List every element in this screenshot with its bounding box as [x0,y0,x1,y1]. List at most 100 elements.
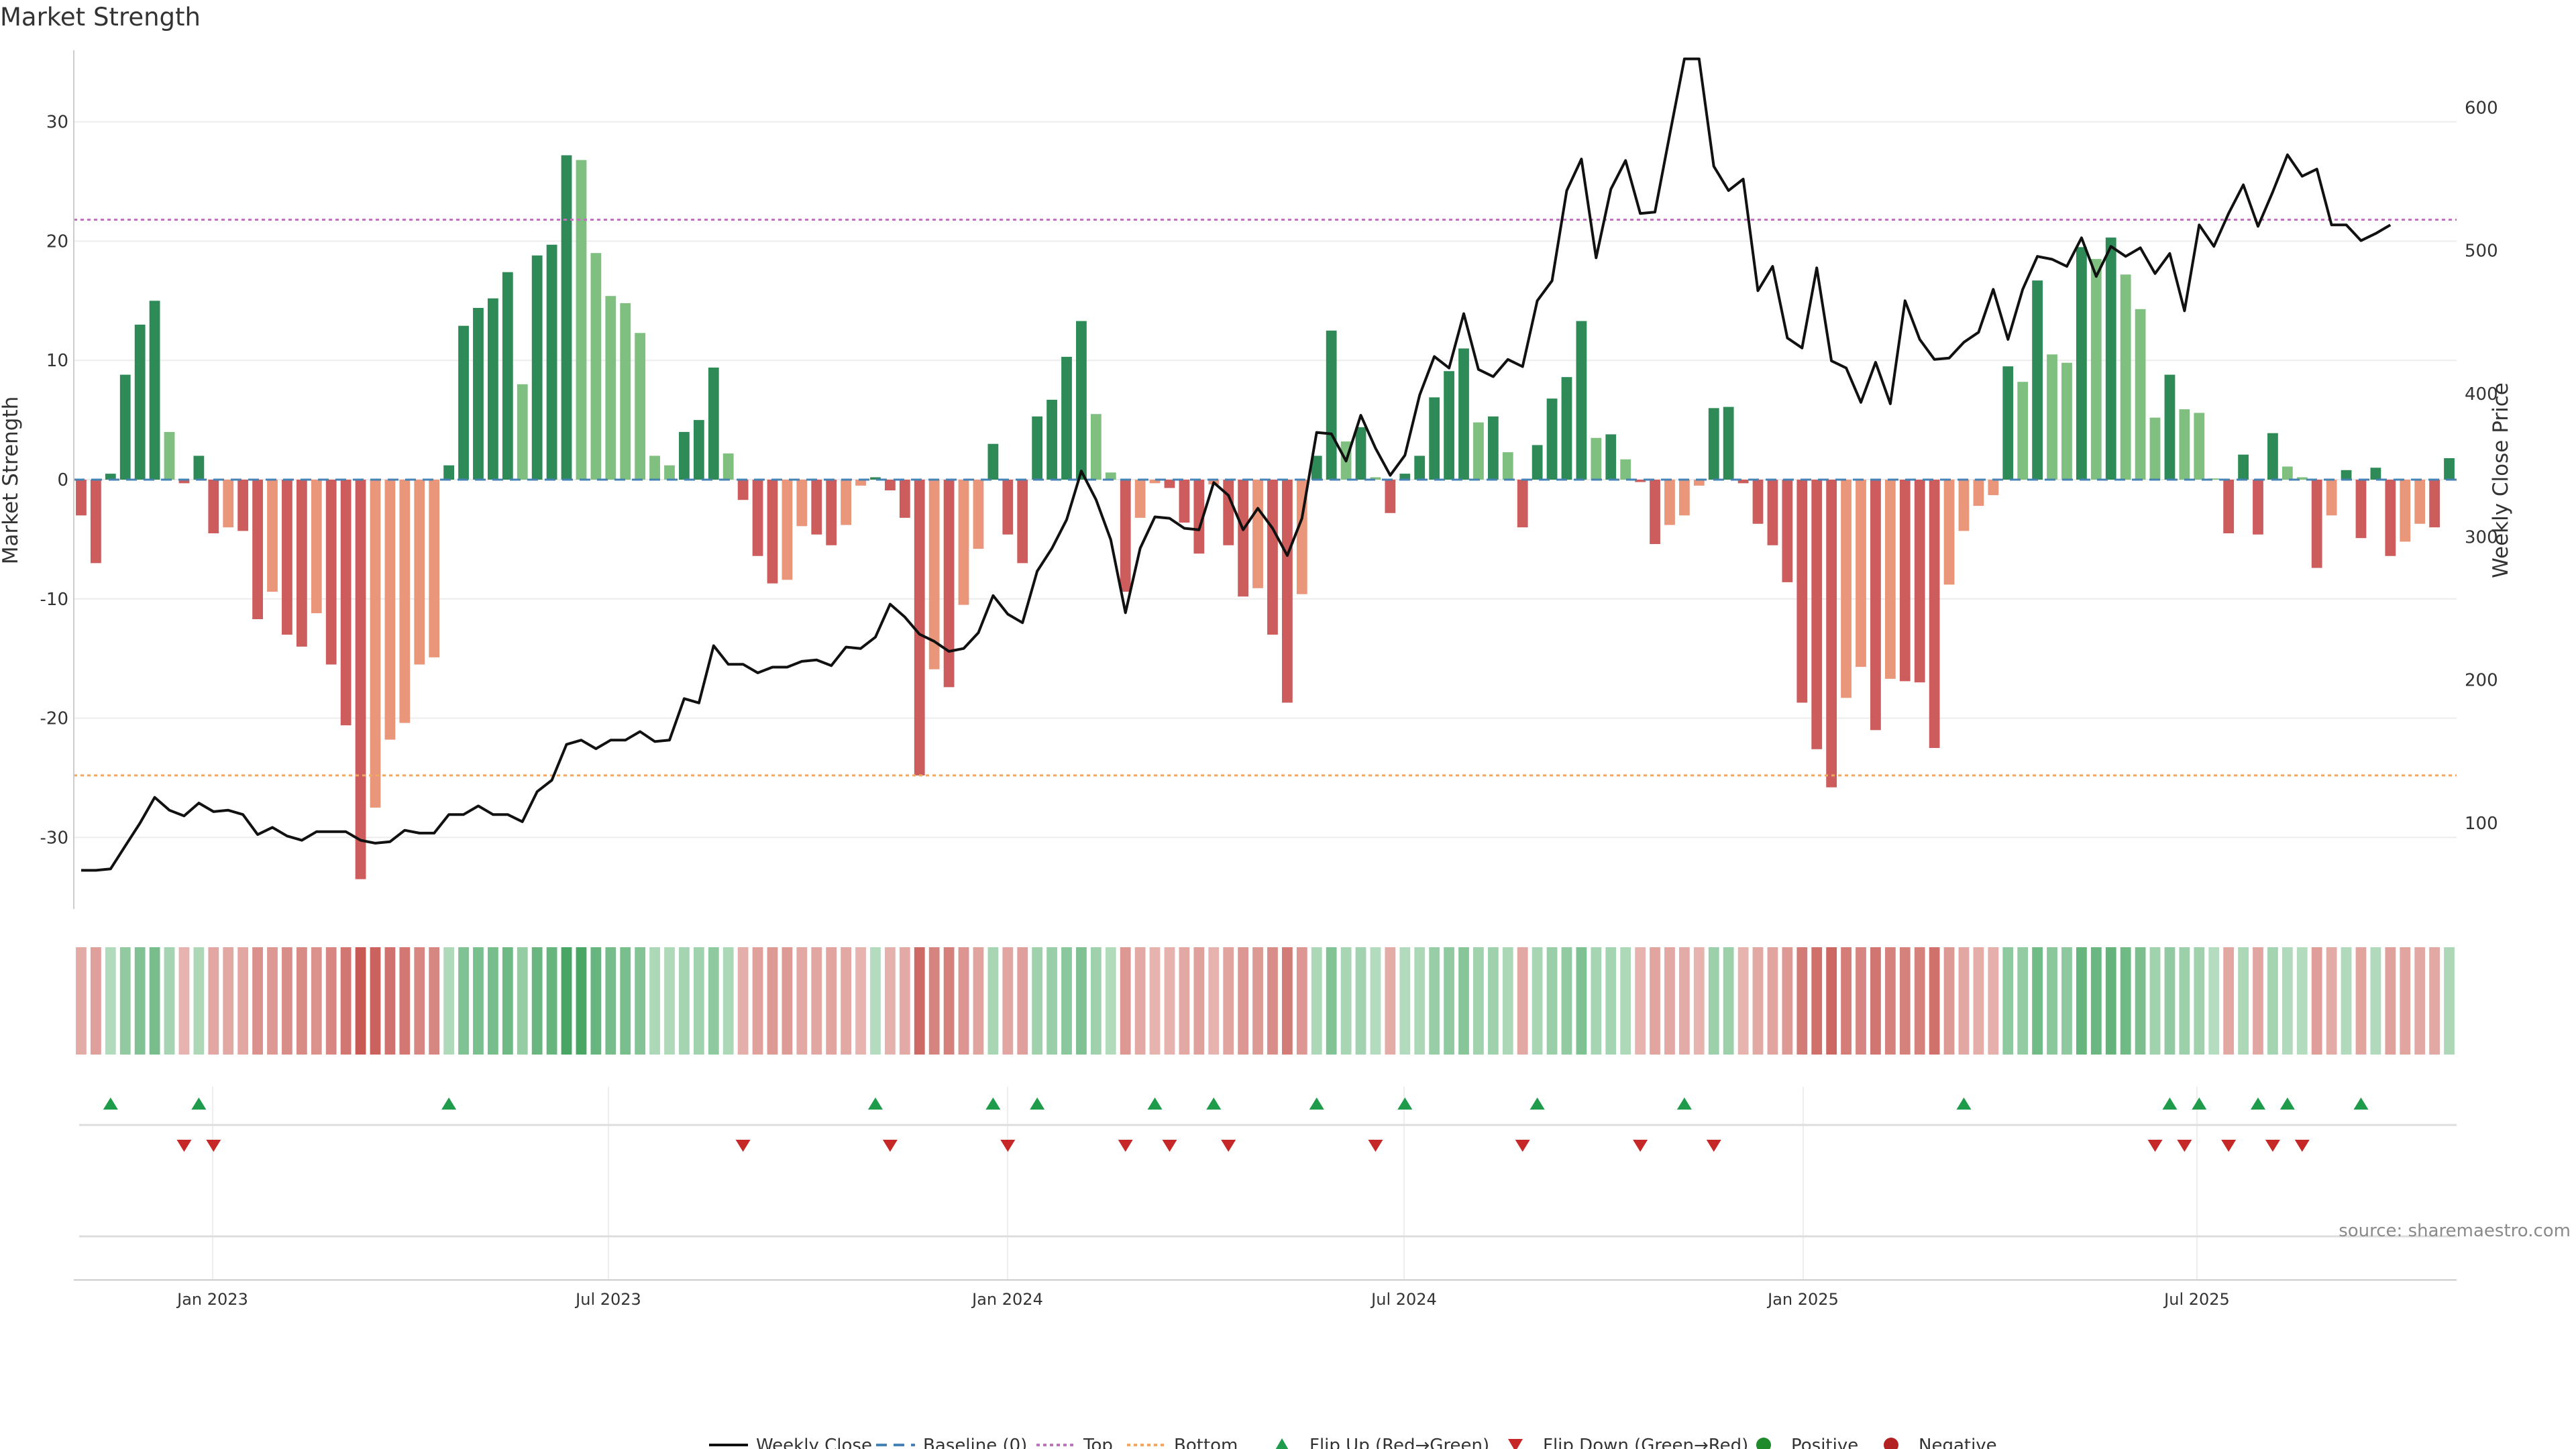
y2-tick-label: 400 [2465,384,2498,405]
strength-bar [2414,480,2426,524]
strength-bar [899,480,910,518]
strength-bar [635,333,646,480]
strength-bar [517,384,528,480]
flip-up-marker [2251,1097,2265,1110]
flip-down-marker [1706,1140,1721,1152]
heatmap-cell [340,947,352,1055]
strength-bar [2076,247,2087,480]
heatmap-cell [1517,947,1528,1055]
strength-bar [1678,480,1690,516]
heatmap-cell [1856,947,1866,1055]
heatmap-cell [693,947,704,1055]
strength-bar [531,255,543,480]
strength-bar [1267,480,1278,635]
strength-bar [1105,472,1116,480]
heatmap-cell [149,947,160,1055]
strength-bar [1546,398,1558,480]
strength-bar [429,480,440,657]
strength-bar [384,480,396,740]
strength-bar [149,301,160,480]
strength-bar [884,480,896,490]
heatmap-cell [1340,947,1352,1055]
flip-up-marker [1956,1097,1972,1110]
strength-bar [1032,416,1043,480]
strength-bar [443,465,455,480]
strength-bar [2253,480,2263,535]
heatmap-cell [841,947,852,1055]
strength-bar [1017,480,1028,564]
strength-bar [119,374,131,480]
legend-label: Bottom [1174,1436,1238,1449]
flip-down-marker [1118,1140,1133,1152]
strength-bar [1370,477,1381,480]
legend-swatch-positive [1756,1438,1771,1449]
strength-bar [767,480,778,584]
legend-item: Weekly Close [709,1436,872,1449]
strength-bar [2208,478,2220,480]
heatmap-cell [605,947,616,1055]
heatmap-cell [1546,947,1558,1055]
y2-tick-label: 600 [2465,98,2498,118]
heatmap-cell [134,947,146,1055]
heatmap-cell [1899,947,1911,1055]
strength-bar [296,480,307,647]
strength-bar [458,325,469,480]
heatmap-cell [576,947,587,1055]
heatmap-cell [2326,947,2337,1055]
heatmap-cell [325,947,337,1055]
flip-down-marker [1633,1140,1648,1152]
flip-down-marker [2294,1140,2310,1152]
y2-tick-label: 200 [2465,671,2498,691]
y-tick-label: -30 [40,828,68,848]
heatmap-cell [531,947,543,1055]
flip-down-marker [206,1140,221,1152]
strength-bar [1414,455,1426,480]
heatmap-cell [399,947,411,1055]
flip-up-marker [2279,1097,2295,1110]
strength-bar [1326,330,1337,480]
strength-bar [1752,480,1764,524]
heatmap-cell [473,947,484,1055]
strength-bar [2444,458,2455,480]
heatmap-cell [899,947,910,1055]
y2-tick-label: 100 [2465,814,2498,834]
legend-label: Flip Up (Red→Green) [1309,1436,1489,1449]
heatmap-cell [1002,947,1014,1055]
flip-up-marker [867,1097,883,1110]
legend-label: Top [1083,1436,1113,1449]
heatmap-cell [767,947,778,1055]
strength-bar [2267,433,2278,480]
heatmap-cell [1311,947,1322,1055]
flip-up-marker [2162,1097,2178,1110]
heatmap-cell [1223,947,1234,1055]
heatmap-cell [649,947,660,1055]
heatmap-cell [1870,947,1881,1055]
strength-bar [1884,480,1896,679]
strength-bar [1693,480,1705,486]
strength-bar [1561,377,1572,480]
strength-bar [2223,480,2235,533]
heatmap-cell [2238,947,2249,1055]
strength-bar [1385,480,1396,513]
strength-bar [2370,468,2381,480]
y-tick-label: -20 [40,709,68,729]
flip-up-marker [191,1097,207,1110]
heatmap-cell [943,947,955,1055]
strength-bar [1281,480,1293,703]
strength-bar [737,480,749,500]
heatmap-cell [1708,947,1719,1055]
heatmap-cell [458,947,469,1055]
strength-bar [267,480,278,592]
y-tick-label: 30 [46,113,68,133]
strength-bar [2032,280,2043,480]
chart-title: Market Strength [0,3,201,32]
flip-down-marker [1368,1140,1383,1152]
heatmap-cell [414,947,425,1055]
legend-label: Weekly Close [756,1436,872,1449]
strength-bar [2149,417,2161,480]
strength-bar [473,308,484,480]
y-tick-label: 20 [46,231,68,252]
strength-bar [664,465,675,480]
strength-bar [2105,237,2116,480]
strength-bars [76,155,2455,879]
